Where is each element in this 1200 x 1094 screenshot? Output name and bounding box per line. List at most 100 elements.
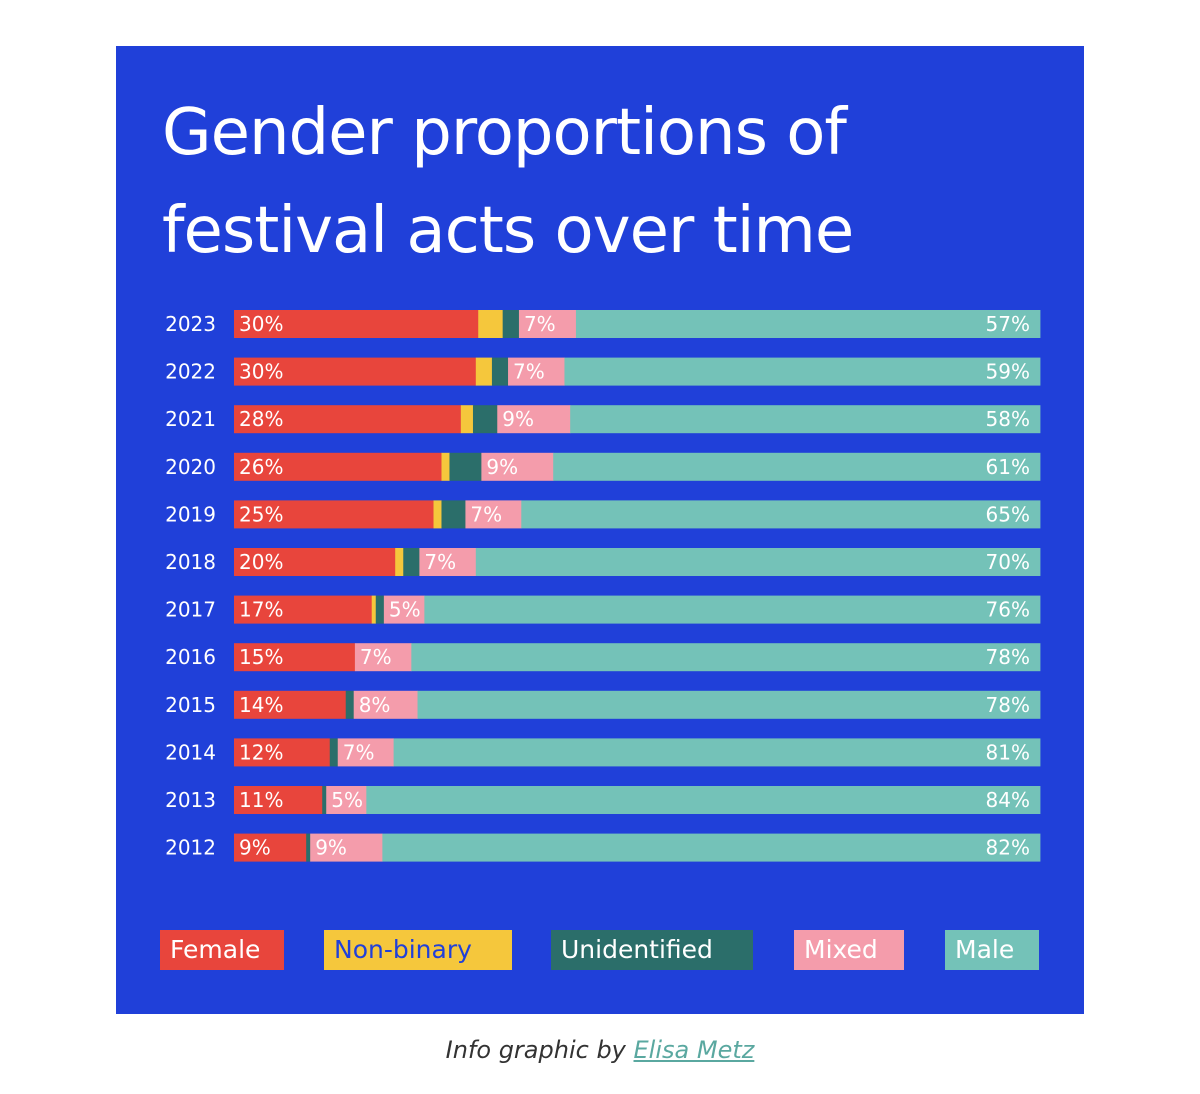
year-label-2017: 2017 xyxy=(165,598,216,622)
year-label-2023: 2023 xyxy=(165,312,216,336)
legend-item-non-binary: Non-binary xyxy=(324,930,512,970)
bar-female-2012 xyxy=(234,833,307,862)
bar-male-2017 xyxy=(424,595,1041,624)
value-label-female-2017: 17% xyxy=(239,598,283,622)
bar-mixed-2014 xyxy=(337,738,395,767)
author-link[interactable]: Elisa Metz xyxy=(633,1036,755,1064)
value-label-mixed-2020: 9% xyxy=(486,455,518,479)
value-label-male-2013: 84% xyxy=(986,788,1030,812)
caption: Info graphic by Elisa Metz xyxy=(0,1036,1200,1064)
value-label-mixed-2012: 9% xyxy=(315,836,347,860)
bar-male-2018 xyxy=(475,548,1041,576)
bar-female-2018 xyxy=(234,548,396,576)
bar-female-2022 xyxy=(234,357,477,386)
value-label-mixed-2015: 8% xyxy=(359,693,391,717)
value-label-female-2023: 30% xyxy=(239,312,283,336)
bar-unidentified-2021 xyxy=(472,405,498,434)
year-label-2015: 2015 xyxy=(165,693,216,717)
bar-non-binary-2022 xyxy=(475,357,493,386)
bar-male-2021 xyxy=(570,405,1041,434)
bar-mixed-2015 xyxy=(353,690,418,719)
bar-male-2019 xyxy=(521,500,1041,529)
bar-male-2020 xyxy=(553,452,1041,481)
bar-non-binary-2019 xyxy=(433,500,442,529)
legend-item-mixed: Mixed xyxy=(794,930,904,970)
bar-unidentified-2014 xyxy=(329,738,339,767)
legend-item-unidentified: Unidentified xyxy=(551,930,753,970)
value-label-male-2018: 70% xyxy=(986,550,1030,574)
bar-mixed-2018 xyxy=(419,548,477,576)
bar-unidentified-2019 xyxy=(441,500,466,529)
bar-non-binary-2020 xyxy=(441,452,450,481)
value-label-male-2014: 81% xyxy=(986,740,1030,764)
year-label-2019: 2019 xyxy=(165,502,216,526)
bar-mixed-2022 xyxy=(508,357,565,386)
value-label-female-2013: 11% xyxy=(239,788,283,812)
caption-prefix: Info graphic by xyxy=(445,1036,634,1064)
value-label-mixed-2017: 5% xyxy=(389,598,421,622)
value-label-male-2023: 57% xyxy=(986,312,1030,336)
value-label-male-2012: 82% xyxy=(986,836,1030,860)
year-label-2020: 2020 xyxy=(165,455,216,479)
value-label-male-2017: 76% xyxy=(986,598,1030,622)
bar-male-2014 xyxy=(393,738,1041,767)
value-label-male-2022: 59% xyxy=(986,360,1030,384)
stacked-bar-chart: 2023 30% 7% 57% 2022 30% 7% 59% 2021 28% 9% 58% 2020… xyxy=(165,310,1041,862)
bar-female-2017 xyxy=(234,595,373,624)
value-label-male-2019: 65% xyxy=(986,502,1030,526)
bar-female-2019 xyxy=(234,500,434,529)
year-label-2018: 2018 xyxy=(165,550,216,574)
bar-unidentified-2015 xyxy=(345,690,355,719)
bar-male-2012 xyxy=(382,833,1041,862)
bar-male-2023 xyxy=(575,310,1041,338)
year-label-2022: 2022 xyxy=(165,360,216,384)
bar-unidentified-2013 xyxy=(322,786,327,814)
value-label-male-2021: 58% xyxy=(986,407,1030,431)
bar-mixed-2013 xyxy=(326,786,367,814)
bar-mixed-2023 xyxy=(518,310,577,338)
value-label-female-2019: 25% xyxy=(239,502,283,526)
bar-female-2013 xyxy=(234,786,323,814)
value-label-mixed-2016: 7% xyxy=(360,645,392,669)
value-label-female-2016: 15% xyxy=(239,645,283,669)
value-label-female-2018: 20% xyxy=(239,550,283,574)
value-label-mixed-2021: 9% xyxy=(502,407,534,431)
bar-unidentified-2018 xyxy=(403,548,420,576)
bar-mixed-2017 xyxy=(383,595,425,624)
year-label-2012: 2012 xyxy=(165,836,216,860)
bar-unidentified-2020 xyxy=(449,452,482,481)
bar-mixed-2019 xyxy=(465,500,522,529)
value-label-mixed-2013: 5% xyxy=(331,788,363,812)
bar-male-2022 xyxy=(564,357,1041,386)
bar-male-2013 xyxy=(366,786,1041,814)
bar-female-2015 xyxy=(234,690,347,719)
value-label-mixed-2018: 7% xyxy=(424,550,456,574)
value-label-female-2014: 12% xyxy=(239,740,283,764)
value-label-male-2016: 78% xyxy=(986,645,1030,669)
year-label-2021: 2021 xyxy=(165,407,216,431)
bar-mixed-2012 xyxy=(310,833,383,862)
bar-female-2020 xyxy=(234,452,442,481)
bar-unidentified-2022 xyxy=(491,357,509,386)
bar-non-binary-2018 xyxy=(395,548,404,576)
bar-mixed-2020 xyxy=(481,452,554,481)
legend-item-female: Female xyxy=(160,930,284,970)
value-label-male-2015: 78% xyxy=(986,693,1030,717)
bar-mixed-2021 xyxy=(497,405,571,434)
value-label-female-2012: 9% xyxy=(239,836,271,860)
bar-non-binary-2023 xyxy=(478,310,504,338)
value-label-female-2020: 26% xyxy=(239,455,283,479)
bar-female-2014 xyxy=(234,738,331,767)
value-label-male-2020: 61% xyxy=(986,455,1030,479)
bar-unidentified-2012 xyxy=(306,833,311,862)
value-label-mixed-2019: 7% xyxy=(470,502,502,526)
legend-item-male: Male xyxy=(945,930,1039,970)
bar-mixed-2016 xyxy=(354,643,412,672)
year-label-2016: 2016 xyxy=(165,645,216,669)
chart-title: Gender proportions of festival acts over… xyxy=(162,96,854,268)
bar-female-2021 xyxy=(234,405,462,434)
bar-male-2015 xyxy=(417,690,1041,719)
infographic-panel: Gender proportions of festival acts over… xyxy=(116,46,1084,1014)
value-label-female-2022: 30% xyxy=(239,360,283,384)
bar-unidentified-2017 xyxy=(375,595,385,624)
